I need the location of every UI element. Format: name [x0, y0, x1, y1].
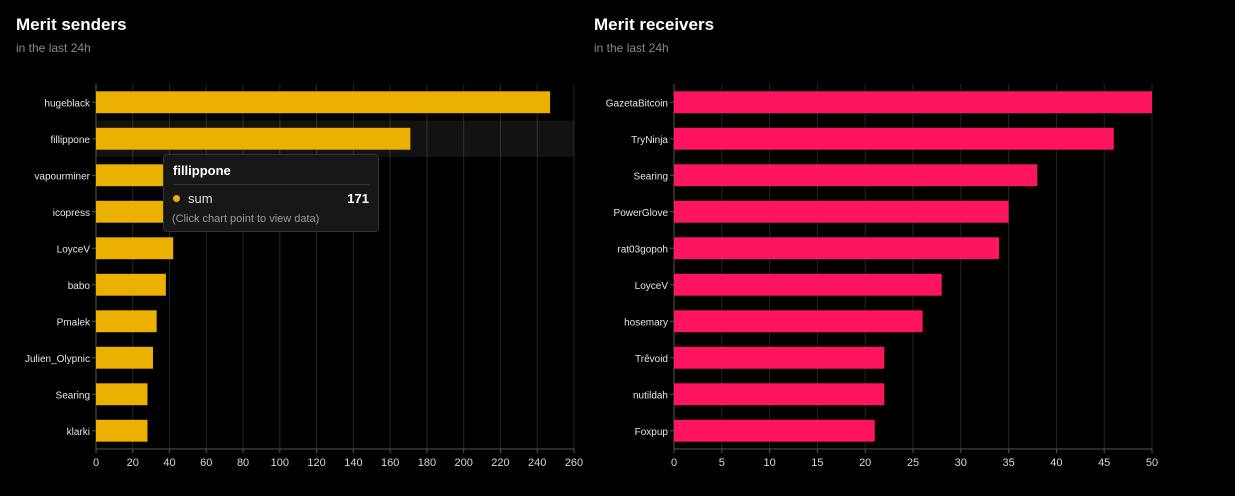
senders-x-tick-label: 20	[127, 457, 139, 469]
senders-chart-subtitle: in the last 24h	[16, 41, 91, 55]
senders-category-label: vapourminer	[34, 171, 90, 182]
receivers-category-label: hosemary	[624, 317, 668, 328]
senders-x-tick-label: 140	[344, 457, 362, 469]
merit-receivers-panel: Merit receivers in the last 24h 0 5 10 15 20…	[578, 0, 1235, 496]
receivers-x-tick-label: 40	[1050, 457, 1062, 469]
senders-bar[interactable]	[96, 346, 153, 369]
receivers-x-tick-label: 45	[1098, 457, 1110, 469]
receivers-x-tick-label: 25	[907, 457, 919, 469]
senders-bar[interactable]	[96, 200, 166, 223]
senders-category-label: icopress	[53, 208, 90, 219]
senders-bar-chart[interactable]: 0 20 40 60 80 100 120 140 160 180 200 220 240 260 huge…	[0, 0, 600, 496]
senders-x-tick-label: 40	[163, 457, 175, 469]
senders-bar[interactable]	[96, 419, 148, 442]
senders-x-tick-label: 120	[307, 457, 325, 469]
senders-bar[interactable]	[96, 383, 148, 406]
receivers-category-label: PowerGlove	[614, 208, 669, 219]
receivers-bar[interactable]	[674, 273, 942, 296]
senders-x-tick-label: 160	[381, 457, 399, 469]
senders-category-label: Pmalek	[57, 317, 91, 328]
senders-bar[interactable]	[96, 273, 166, 296]
senders-x-tick-label: 180	[418, 457, 436, 469]
receivers-chart-title: Merit receivers	[594, 15, 715, 34]
receivers-category-label: rat03gopoh	[617, 244, 668, 255]
receivers-bar[interactable]	[674, 383, 885, 406]
tooltip-hint: (Click chart point to view data)	[172, 213, 320, 225]
senders-bar[interactable]	[96, 237, 174, 260]
tooltip-series-name: sum	[188, 191, 213, 206]
senders-bar[interactable]	[96, 164, 170, 187]
merit-senders-panel: Merit senders in the last 24h 0 20 40 60 80 1…	[0, 0, 600, 496]
receivers-bar-chart[interactable]: 0 5 10 15 20 25 30 35 40 45 50 GazetaBitcoin TryNinj…	[578, 0, 1235, 496]
senders-category-label: klarki	[67, 427, 90, 438]
receivers-category-label: Trêvoid	[635, 354, 668, 365]
senders-category-label: LoyceV	[57, 244, 91, 255]
senders-category-label: babo	[68, 281, 91, 292]
senders-category-label: hugeblack	[44, 98, 91, 109]
senders-category-label: fillippone	[51, 135, 91, 146]
tooltip-title: fillippone	[173, 163, 231, 178]
senders-bar[interactable]	[96, 310, 157, 333]
senders-x-tick-label: 260	[565, 457, 583, 469]
receivers-bar[interactable]	[674, 127, 1114, 150]
senders-chart-title: Merit senders	[16, 15, 127, 34]
receivers-category-label: TryNinja	[631, 135, 668, 146]
senders-category-label: Julien_Olypnic	[25, 354, 90, 365]
senders-bar[interactable]	[96, 91, 551, 114]
receivers-x-tick-label: 30	[955, 457, 967, 469]
senders-x-tick-label: 100	[271, 457, 289, 469]
senders-x-tick-label: 220	[491, 457, 509, 469]
receivers-bar[interactable]	[674, 310, 923, 333]
tooltip-divider	[173, 184, 369, 185]
receivers-bar[interactable]	[674, 346, 885, 369]
receivers-bar[interactable]	[674, 164, 1038, 187]
receivers-category-label: nutildah	[633, 390, 668, 401]
tooltip-value: 171	[347, 191, 369, 206]
receivers-category-label: Foxpup	[635, 427, 669, 438]
senders-x-tick-label: 240	[528, 457, 546, 469]
receivers-x-tick-label: 10	[763, 457, 775, 469]
receivers-category-label: GazetaBitcoin	[606, 98, 668, 109]
receivers-bar[interactable]	[674, 419, 875, 442]
receivers-bar[interactable]	[674, 237, 1000, 260]
senders-category-label: Searing	[56, 390, 90, 401]
receivers-x-tick-label: 0	[671, 457, 677, 469]
chart-tooltip: fillippone sum 171 (Click chart point to…	[163, 154, 379, 232]
receivers-bar[interactable]	[674, 91, 1152, 114]
receivers-category-label: LoyceV	[635, 281, 669, 292]
receivers-chart-subtitle: in the last 24h	[594, 41, 669, 55]
senders-x-tick-label: 60	[200, 457, 212, 469]
receivers-x-tick-label: 15	[811, 457, 823, 469]
senders-bar[interactable]	[96, 127, 411, 150]
senders-x-tick-label: 200	[455, 457, 473, 469]
receivers-x-tick-label: 20	[859, 457, 871, 469]
receivers-x-tick-label: 5	[719, 457, 725, 469]
senders-x-tick-label: 0	[93, 457, 99, 469]
receivers-bar[interactable]	[674, 200, 1009, 223]
receivers-x-tick-label: 35	[1002, 457, 1014, 469]
receivers-x-tick-label: 50	[1146, 457, 1158, 469]
tooltip-series-dot	[173, 195, 180, 202]
senders-x-tick-label: 80	[237, 457, 249, 469]
receivers-category-label: Searing	[634, 171, 668, 182]
